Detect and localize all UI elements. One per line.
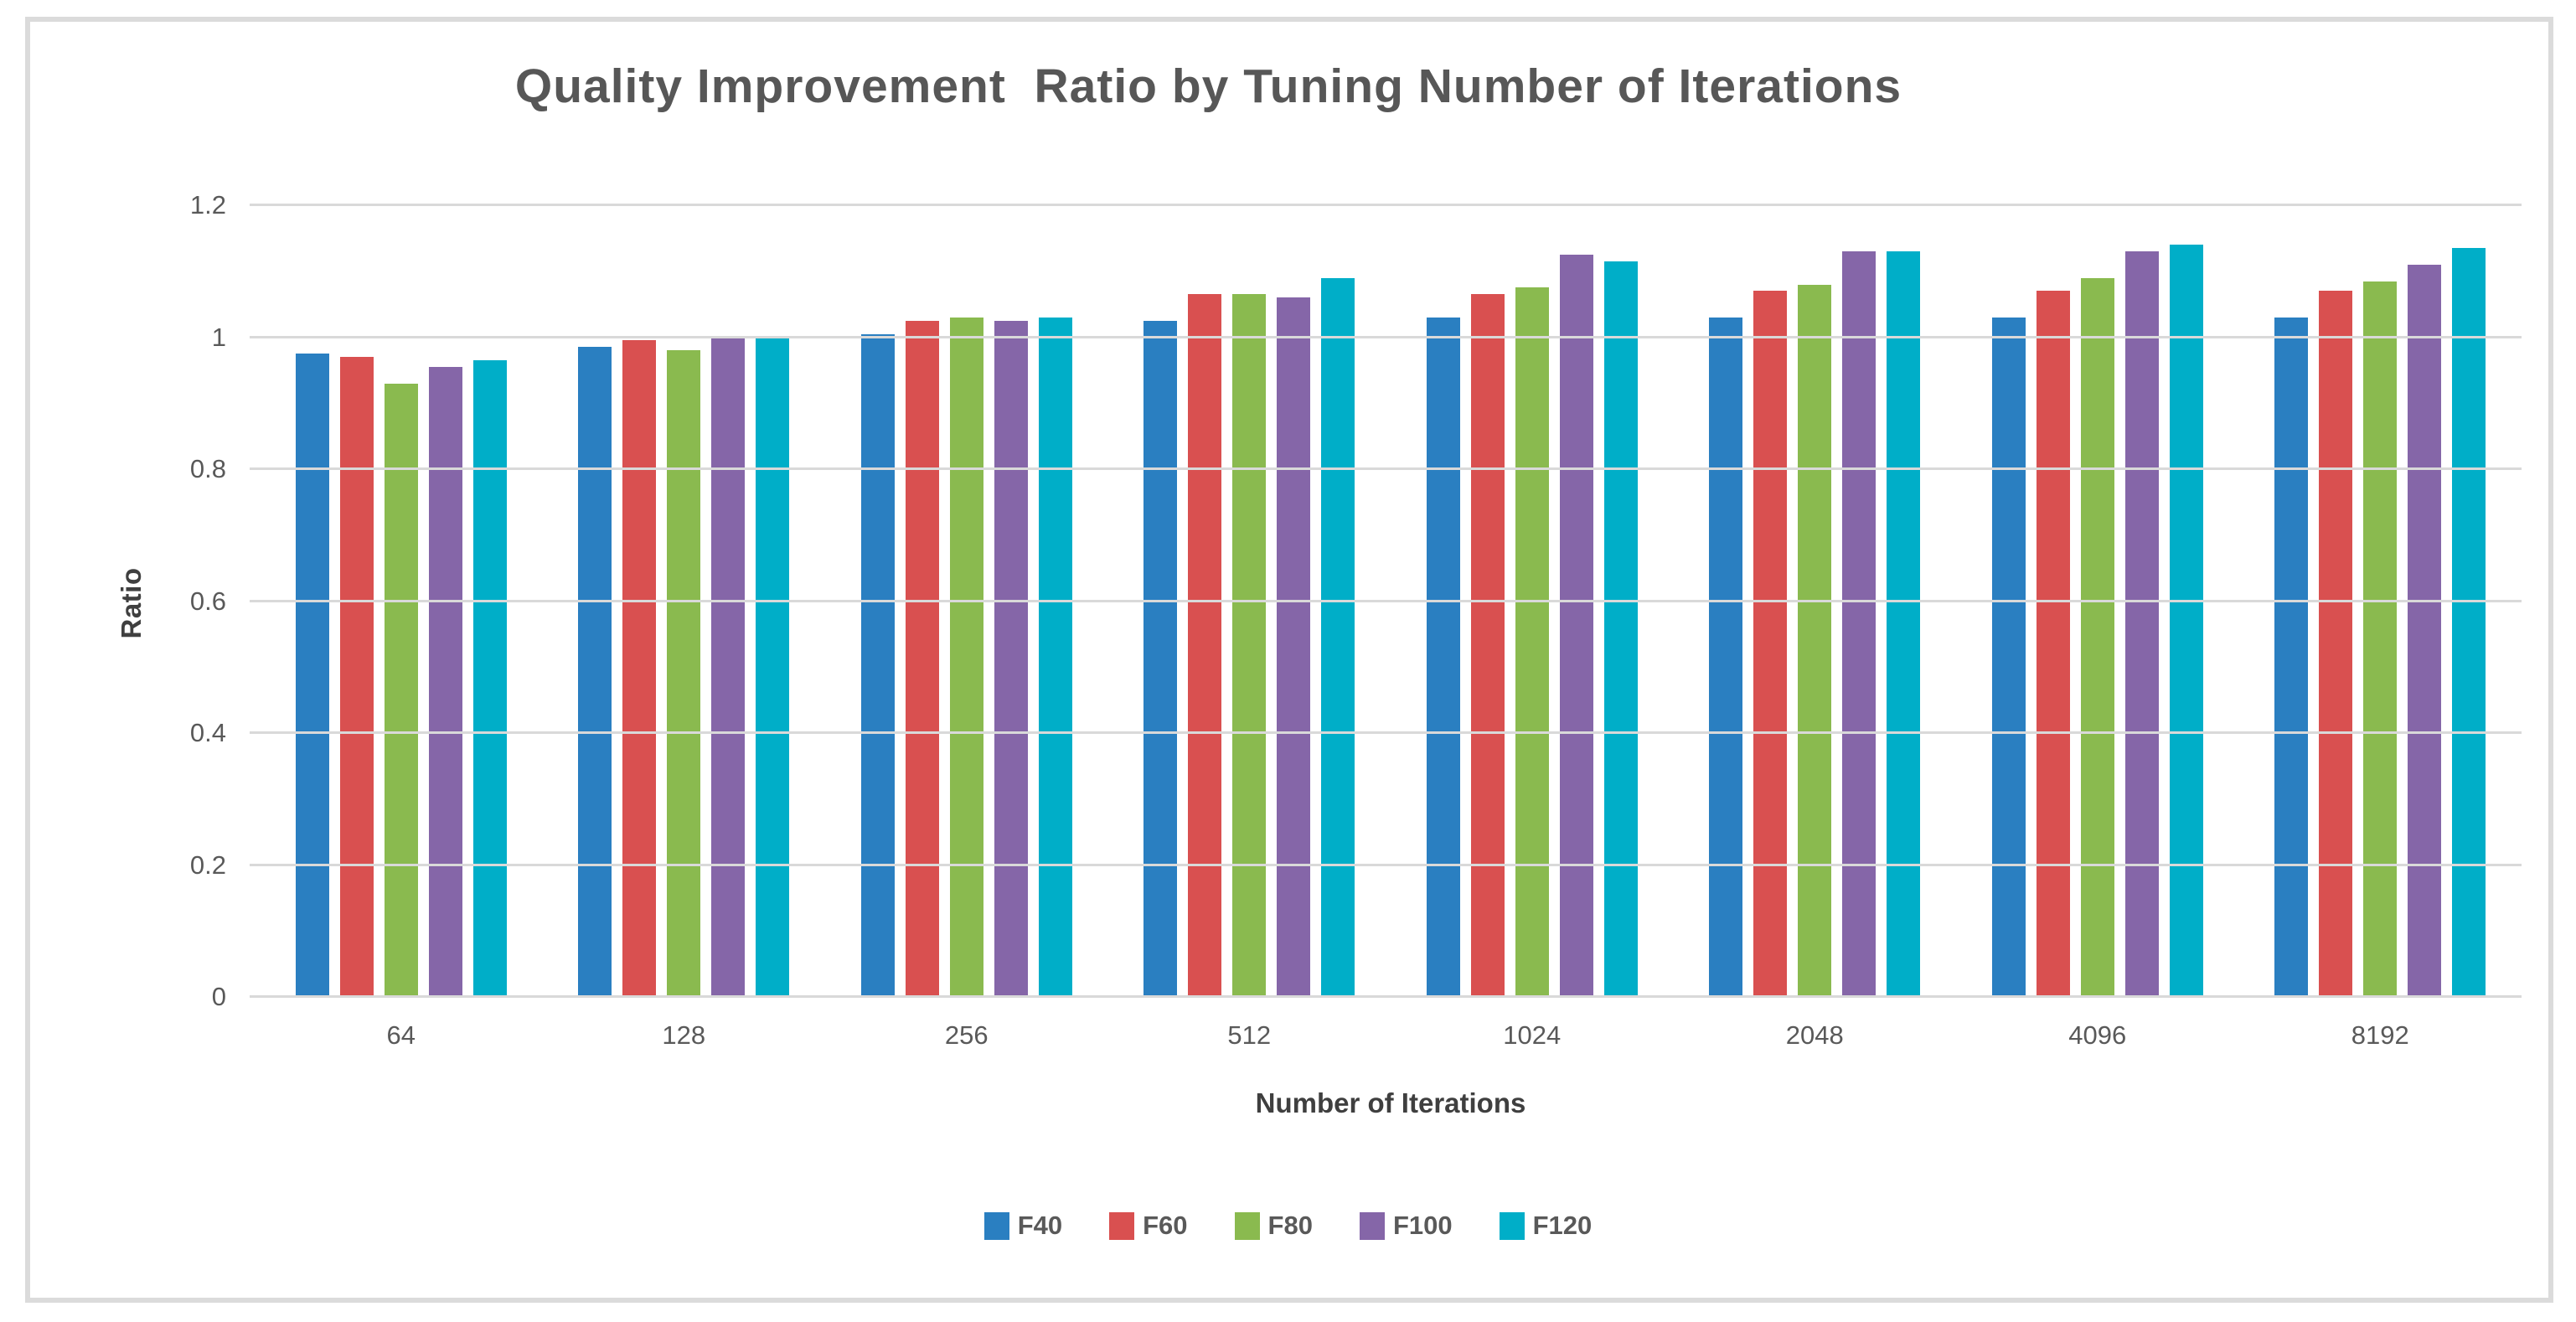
gridline-y-1 xyxy=(250,335,2522,338)
bar-F120-128 xyxy=(756,337,790,997)
bar-F120-256 xyxy=(1038,317,1072,997)
legend-swatch-F40 xyxy=(983,1211,1009,1240)
bar-F100-4096 xyxy=(2124,251,2159,997)
bar-F40-512 xyxy=(1143,320,1178,997)
bar-F80-2048 xyxy=(1798,284,1832,997)
bar-F60-8192 xyxy=(2319,291,2353,997)
x-tick-label-2048: 2048 xyxy=(1785,1020,1844,1050)
bar-F100-1024 xyxy=(1559,255,1593,997)
bar-F40-64 xyxy=(295,354,329,997)
x-tick-label-4096: 4096 xyxy=(2068,1020,2127,1050)
gridline-y-0 xyxy=(250,995,2522,998)
bar-group-1024 xyxy=(1391,205,1674,997)
legend-swatch-F100 xyxy=(1359,1211,1385,1240)
bar-F100-64 xyxy=(428,366,462,997)
bar-F100-2048 xyxy=(1842,251,1877,997)
legend-label-F40: F40 xyxy=(1017,1211,1063,1240)
x-tick-label-128: 128 xyxy=(662,1020,706,1050)
bar-F80-64 xyxy=(384,383,418,997)
bar-group-64 xyxy=(260,205,543,997)
legend-item-F40: F40 xyxy=(983,1211,1063,1241)
bar-group-256 xyxy=(825,205,1108,997)
legend-label-F80: F80 xyxy=(1267,1211,1313,1240)
y-tick-label-1.2: 1.2 xyxy=(189,190,226,219)
gridline-y-1.2 xyxy=(250,204,2522,206)
bar-F80-128 xyxy=(667,350,701,997)
x-tick-label-1024: 1024 xyxy=(1503,1020,1562,1050)
bar-group-2048 xyxy=(1674,205,1957,997)
bar-F120-512 xyxy=(1321,277,1355,997)
legend-item-F60: F60 xyxy=(1109,1211,1188,1241)
bar-F120-1024 xyxy=(1603,261,1638,997)
bar-F100-256 xyxy=(994,320,1028,997)
y-tick-label-0.4: 0.4 xyxy=(189,718,226,747)
legend: F40 F60 F80 F100 F120 xyxy=(0,1211,2576,1241)
bar-group-4096 xyxy=(1956,205,2239,997)
bar-F40-2048 xyxy=(1709,317,1743,997)
bar-F80-4096 xyxy=(2080,277,2114,997)
bar-F100-512 xyxy=(1277,297,1311,997)
legend-item-F120: F120 xyxy=(1499,1211,1593,1241)
bar-F60-256 xyxy=(905,320,939,997)
bar-F80-8192 xyxy=(2363,281,2398,997)
bar-F60-2048 xyxy=(1753,291,1788,997)
bar-F40-8192 xyxy=(2274,317,2309,997)
bar-F40-256 xyxy=(860,333,895,997)
bar-F40-1024 xyxy=(1426,317,1460,997)
bar-F40-4096 xyxy=(1991,317,2026,997)
bar-F60-1024 xyxy=(1470,294,1505,997)
legend-label-F100: F100 xyxy=(1392,1211,1453,1240)
legend-item-F100: F100 xyxy=(1359,1211,1453,1241)
bar-F100-8192 xyxy=(2408,264,2442,997)
y-tick-label-0.2: 0.2 xyxy=(189,849,226,880)
bar-F60-64 xyxy=(339,357,374,997)
gridline-y-0.8 xyxy=(250,467,2522,471)
legend-swatch-F80 xyxy=(1234,1211,1260,1240)
bar-F120-4096 xyxy=(2169,245,2203,997)
bar-group-512 xyxy=(1108,205,1391,997)
x-tick-label-64: 64 xyxy=(386,1020,416,1050)
bar-F40-128 xyxy=(578,347,612,997)
bar-F120-2048 xyxy=(1887,251,1921,997)
legend-item-F80: F80 xyxy=(1234,1211,1313,1241)
bar-F100-128 xyxy=(711,337,746,997)
bar-F80-256 xyxy=(949,317,983,997)
y-tick-label-0.8: 0.8 xyxy=(189,454,226,483)
legend-label-F60: F60 xyxy=(1143,1211,1188,1240)
plot-area xyxy=(250,204,2522,998)
x-tick-label-256: 256 xyxy=(944,1020,989,1050)
bar-F80-1024 xyxy=(1515,287,1549,997)
x-tick-labels: 64 128 256 512 1024 2048 4096 8192 xyxy=(260,1020,2522,1051)
bar-F120-8192 xyxy=(2452,248,2486,997)
x-tick-label-512: 512 xyxy=(1227,1020,1272,1050)
bar-F60-512 xyxy=(1188,294,1222,997)
legend-label-F120: F120 xyxy=(1532,1211,1593,1240)
bar-F60-4096 xyxy=(2036,291,2070,997)
chart-title: Quality Improvement Ratio by Tuning Numb… xyxy=(514,59,1902,113)
y-tick-label-1: 1 xyxy=(211,322,226,352)
gridline-y-0.2 xyxy=(250,863,2522,866)
bar-F80-512 xyxy=(1232,294,1267,997)
gridline-y-0.4 xyxy=(250,731,2522,735)
x-axis-title: Number of Iterations xyxy=(1255,1087,1526,1118)
gridline-y-0.6 xyxy=(250,599,2522,602)
y-tick-label-0: 0 xyxy=(211,982,226,1011)
y-tick-label-0.6: 0.6 xyxy=(189,586,226,616)
bar-F60-128 xyxy=(622,340,657,997)
x-tick-label-8192: 8192 xyxy=(2351,1020,2409,1050)
bar-group-8192 xyxy=(2239,205,2522,997)
legend-swatch-F120 xyxy=(1499,1211,1525,1240)
legend-swatch-F60 xyxy=(1109,1211,1135,1240)
bar-F120-64 xyxy=(472,360,507,997)
bar-group-128 xyxy=(543,205,826,997)
bar-groups-container xyxy=(260,205,2522,997)
